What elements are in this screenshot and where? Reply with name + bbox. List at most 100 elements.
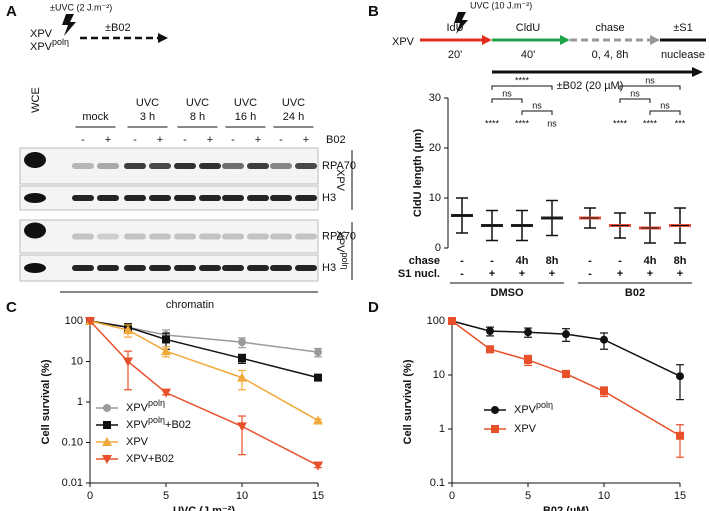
y-tick-label: 1 [77, 396, 83, 408]
uv-icon [454, 12, 468, 34]
condition-time: 24 h [283, 111, 304, 123]
marker [524, 328, 532, 337]
chase-label: - [460, 255, 464, 267]
marker [491, 406, 499, 414]
condition-label: UVC [282, 97, 305, 109]
y-tick-label: 0.10 [62, 436, 83, 448]
condition-label: UVC [136, 97, 159, 109]
significance: ns [547, 118, 557, 128]
significance: **** [643, 118, 658, 128]
y-tick-label: 0.01 [62, 477, 83, 489]
comparison-label: **** [515, 75, 530, 85]
comparison-bracket [649, 110, 681, 115]
band [174, 195, 196, 201]
band [97, 195, 119, 201]
uvc-label: UVC (10 J.m⁻²) [470, 0, 532, 10]
x-tick-label: 5 [525, 490, 531, 502]
wce-band [24, 152, 46, 168]
comparison-bracket [491, 98, 523, 103]
band [295, 265, 317, 271]
condition-time: 8 h [190, 111, 205, 123]
condition-time: 16 h [235, 111, 256, 123]
text-part: XPV [126, 453, 149, 465]
b02-sign: + [207, 134, 213, 146]
chase-label: 4h [516, 255, 529, 267]
band-label: RPA70 [322, 230, 356, 242]
cell-line: XPV [30, 28, 53, 40]
band [295, 233, 317, 240]
significance: **** [613, 118, 628, 128]
x-tick-label: 15 [674, 490, 686, 502]
cell-line-sup: polη [52, 37, 69, 47]
band [222, 195, 244, 201]
panel-label: A [6, 3, 17, 20]
text-part: XPV [334, 230, 346, 253]
marker [314, 373, 322, 382]
band [247, 163, 269, 169]
comparison-bracket [491, 85, 553, 90]
chase-label: - [490, 255, 494, 267]
text-part: polη [148, 398, 165, 408]
legend-entry: XPV [126, 436, 149, 448]
wce-band [24, 263, 46, 273]
text-part: XPV [126, 402, 149, 414]
band [247, 233, 269, 240]
side-label: XPVpolη [334, 230, 350, 269]
row-label: chase [409, 255, 440, 267]
marker [676, 431, 684, 440]
treatment-label: ±UVC (2 J.m⁻²) [50, 2, 112, 12]
legend-entry: XPVpolη [514, 400, 553, 416]
band [97, 233, 119, 240]
wce-label: WCE [30, 87, 42, 113]
band [199, 265, 221, 271]
text-part: XPV [514, 423, 537, 435]
arrow-head [560, 35, 570, 45]
marker [238, 338, 246, 347]
step-label: IdU [446, 22, 463, 34]
y-tick-label: 10 [433, 369, 445, 381]
y-axis-label: CldU length (µm) [412, 129, 424, 218]
marker [103, 421, 111, 429]
band [270, 163, 292, 169]
marker [448, 317, 456, 325]
cell-line: XPVpolη [30, 37, 69, 53]
condition-time: 3 h [140, 111, 155, 123]
series-line [451, 320, 681, 377]
x-axis-label: B02 (µM) [543, 505, 589, 511]
marker [237, 422, 247, 432]
x-axis-label: UVC (J.m⁻²) [173, 505, 235, 511]
step-time: 40' [521, 49, 535, 61]
band [174, 163, 196, 169]
marker [491, 425, 499, 433]
marker [524, 355, 532, 364]
comparison-label: ns [630, 88, 640, 98]
row-label: S1 nucl. [398, 268, 440, 280]
b02-sign: + [255, 134, 261, 146]
band [174, 233, 196, 240]
b02-sign: - [183, 134, 187, 146]
significance: *** [675, 118, 686, 128]
side-label: XPV [334, 169, 346, 192]
band [97, 163, 119, 169]
comparison-label: ns [532, 100, 542, 110]
y-tick-label: 1 [439, 423, 445, 435]
step-time: 20' [448, 49, 462, 61]
marker [562, 330, 570, 339]
band [72, 195, 94, 201]
y-tick-label: 20 [429, 142, 441, 154]
comparison-bracket [619, 85, 681, 90]
band [199, 163, 221, 169]
comparison-label: ns [645, 75, 655, 85]
band [222, 265, 244, 271]
band [270, 195, 292, 201]
band [149, 265, 171, 271]
marker [123, 357, 133, 367]
x-tick-label: 5 [163, 490, 169, 502]
band [174, 265, 196, 271]
y-tick-label: 10 [429, 192, 441, 204]
significance: **** [515, 118, 530, 128]
arrow-head [650, 35, 660, 45]
band [97, 265, 119, 271]
s1-label: + [647, 268, 653, 280]
band [72, 233, 94, 240]
